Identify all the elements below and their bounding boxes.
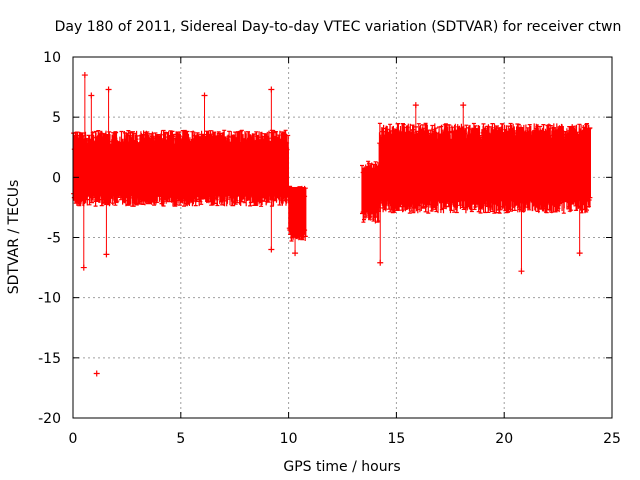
y-axis-label: SDTVAR / TECUs [6,180,22,295]
x-tick-label: 0 [69,431,78,447]
outlier-point [93,370,100,377]
outlier-point [201,92,208,148]
data-core-band [361,167,380,212]
x-tick-label: 25 [603,431,621,447]
outlier-point [460,102,467,148]
outlier-point [268,201,275,253]
y-tick-label: 5 [52,110,61,126]
x-tick-label: 20 [495,431,513,447]
outlier-point [377,201,384,266]
axis-ticks: 0 5 10 15 20 25 -20 -15 -10 -5 0 5 10 [38,50,621,447]
x-tick-label: 15 [387,431,405,447]
outlier-point [268,86,275,148]
grid-lines [73,57,612,418]
data-points [71,72,593,377]
y-tick-label: -5 [47,231,61,247]
data-core-band [379,138,591,202]
outlier-point [576,201,583,257]
outlier-point [81,72,88,148]
data-core-band [73,143,289,197]
outlier-point [105,86,112,148]
data-core-band [288,186,306,226]
x-tick-label: 10 [280,431,298,447]
chart-title: Day 180 of 2011, Sidereal Day-to-day VTE… [55,19,622,35]
y-tick-label: 10 [43,50,61,66]
y-tick-label: -15 [38,351,61,367]
x-tick-label: 5 [176,431,185,447]
outlier-point [518,201,525,275]
outlier-point [292,201,299,257]
y-tick-label: 0 [52,170,61,186]
outlier-point [88,92,95,148]
outlier-point [103,201,110,258]
y-tick-label: -20 [38,411,61,427]
plot-border [72,56,613,419]
x-axis-label: GPS time / hours [283,459,400,475]
y-tick-label: -10 [38,291,61,307]
outlier-point [412,102,419,148]
outlier-point [80,201,87,271]
